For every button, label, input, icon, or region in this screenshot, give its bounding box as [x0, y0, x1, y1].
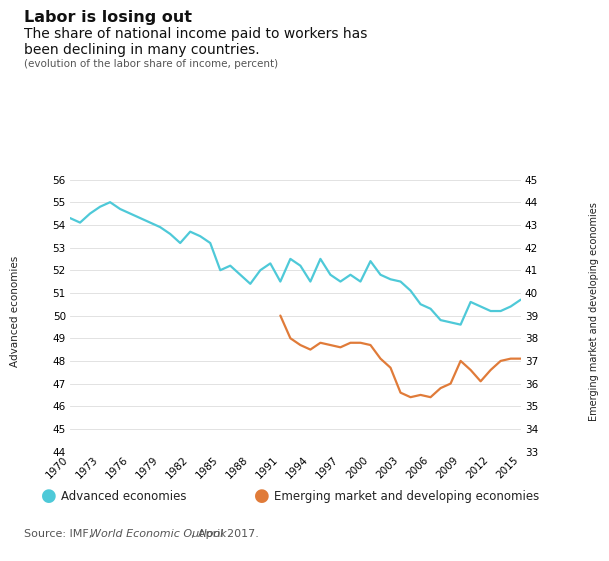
Text: World Economic Outlook: World Economic Outlook [90, 528, 226, 539]
Text: The share of national income paid to workers has
been declining in many countrie: The share of national income paid to wor… [24, 27, 368, 57]
Text: Labor is losing out: Labor is losing out [24, 10, 192, 25]
Text: Advanced economies: Advanced economies [61, 490, 186, 503]
Text: (evolution of the labor share of income, percent): (evolution of the labor share of income,… [24, 59, 278, 69]
Text: Emerging market and developing economies: Emerging market and developing economies [589, 202, 599, 421]
Text: ●: ● [41, 488, 57, 505]
Text: Advanced economies: Advanced economies [10, 256, 20, 367]
Text: , April 2017.: , April 2017. [191, 528, 259, 539]
Text: Source: IMF,: Source: IMF, [24, 528, 96, 539]
Text: ●: ● [254, 488, 270, 505]
Text: Emerging market and developing economies: Emerging market and developing economies [274, 490, 540, 503]
